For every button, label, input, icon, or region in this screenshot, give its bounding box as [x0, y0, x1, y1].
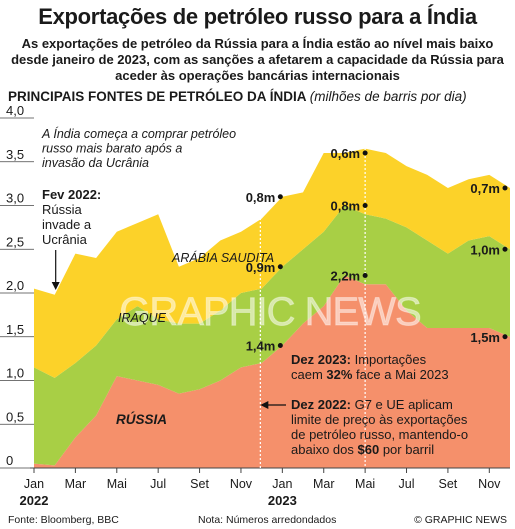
annotation-dec2022-line-segment: G7 e UE aplicam — [351, 397, 453, 412]
y-tick-label: 3,5 — [6, 147, 24, 162]
value-dot — [277, 343, 283, 348]
annotation-dec2022-line: limite de preço às exportações — [291, 412, 468, 427]
annotation-dec2022-line: abaixo dos $60 por barril — [291, 442, 434, 457]
x-tick-label: Mar — [65, 477, 87, 491]
area-iraq — [34, 205, 510, 466]
value-label: 0,7m — [470, 181, 500, 196]
annotation-dec2023-line-segment: Importações — [351, 352, 427, 367]
value-label: 0,8m — [330, 199, 360, 214]
series-label-saudi: ARÁBIA SAUDITA — [171, 250, 274, 265]
annotation-feb2022-arrowhead — [51, 282, 60, 290]
x-tick-label: Jul — [150, 477, 166, 491]
annotation-dec2023-line-segment: face a Mai 2023 — [352, 367, 448, 382]
y-tick-label: 2,0 — [6, 278, 24, 293]
footer-source: Fonte: Bloomberg, BBC — [8, 514, 119, 526]
annotation-dec2022-line-segment: limite de preço às exportações — [291, 412, 468, 427]
annotation-dec2022-line: Dez 2022: G7 e UE aplicam — [291, 397, 453, 412]
series-label-russia: RÚSSIA — [116, 412, 167, 427]
watermark-text: GRAPHIC NEWS — [119, 290, 420, 334]
x-tick-label: Nov — [478, 477, 501, 491]
x-tick-label: Mai — [355, 477, 375, 491]
y-tick-label: 3,0 — [6, 191, 24, 206]
area-saudi — [34, 148, 510, 378]
chart-section-title: PRINCIPAIS FONTES DE PETRÓLEO DA ÍNDIA (… — [8, 89, 467, 104]
annotation-dec2022-line-segment: abaixo dos — [291, 442, 358, 457]
annotation-dec2022-arrowhead — [260, 401, 269, 409]
annotation-dec2023-line: Dez 2023: Importações — [291, 352, 427, 367]
x-tick-label: Set — [439, 477, 458, 491]
x-tick-label: Jan — [272, 477, 292, 491]
area-russia — [34, 275, 510, 468]
year-label-2022: 2022 — [20, 493, 49, 508]
value-dot — [502, 185, 508, 191]
annotation-dec2022-line-segment: por barril — [379, 442, 434, 457]
y-tick-label: 4,0 — [6, 103, 24, 118]
footer-credit: © GRAPHIC NEWS — [414, 514, 507, 526]
annotation-feb2022-line: Rússia — [42, 202, 83, 217]
annotation-intro-line: invasão da Ucrânia — [42, 156, 149, 170]
value-label: 1,0m — [470, 242, 500, 257]
annotation-dec2022-line-segment: de petróleo russo, mantendo-o — [291, 427, 468, 442]
x-tick-label: Mai — [107, 477, 127, 491]
y-tick-label: 0 — [6, 453, 13, 468]
annotation-intro-line: russo mais barato após a — [42, 142, 182, 156]
annotation-feb2022-line: Ucrânia — [42, 232, 88, 247]
annotation-feb2022-title: Fev 2022: — [42, 187, 101, 202]
y-tick-label: 1,0 — [6, 366, 24, 381]
year-label-2023: 2023 — [268, 493, 297, 508]
page-title: Exportações de petróleo russo para a Índ… — [38, 4, 477, 29]
value-dot — [277, 194, 283, 200]
value-dot — [362, 150, 368, 156]
value-dot — [362, 273, 368, 278]
annotation-dec2023-line: caem 32% face a Mai 2023 — [291, 367, 449, 382]
annotation-dec2023-line-segment: caem — [291, 367, 326, 382]
y-tick-label: 0,5 — [6, 409, 24, 424]
annotation-dec2023-line-segment: 32% — [326, 367, 352, 382]
value-label: 2,2m — [330, 269, 360, 284]
value-label: 1,5m — [470, 330, 500, 345]
value-label: 0,6m — [330, 146, 360, 161]
section-title-text: PRINCIPAIS FONTES DE PETRÓLEO DA ÍNDIA — [8, 89, 307, 104]
series-label-iraq: IRAQUE — [118, 311, 167, 325]
annotation-dec2022-line: de petróleo russo, mantendo-o — [291, 427, 468, 442]
y-tick-label: 1,5 — [6, 322, 24, 337]
annotation-feb2022-line: invade a — [42, 217, 92, 232]
value-label: 1,4m — [246, 339, 276, 354]
value-dot — [502, 334, 508, 340]
value-dot — [502, 246, 508, 252]
x-tick-label: Mar — [313, 477, 335, 491]
x-tick-label: Set — [190, 477, 209, 491]
annotation-dec2022-line-segment: $60 — [358, 442, 380, 457]
value-dot — [362, 203, 368, 208]
annotation-dec2022-line-segment: Dez 2022: — [291, 397, 351, 412]
x-tick-label: Nov — [230, 477, 253, 491]
annotation-dec2023-line-segment: Dez 2023: — [291, 352, 351, 367]
y-tick-label: 2,5 — [6, 234, 24, 249]
section-unit-text: (milhões de barris por dia) — [309, 89, 467, 104]
page-subtitle: As exportações de petróleo da Rússia par… — [11, 36, 504, 83]
value-dot — [277, 264, 283, 270]
x-tick-label: Jul — [399, 477, 415, 491]
x-tick-label: Jan — [24, 477, 44, 491]
value-label: 0,8m — [246, 190, 276, 205]
value-label: 0,9m — [246, 260, 276, 275]
footer-note: Nota: Números arredondados — [198, 514, 337, 526]
annotation-intro-line: A Índia começa a comprar petróleo — [41, 126, 236, 141]
